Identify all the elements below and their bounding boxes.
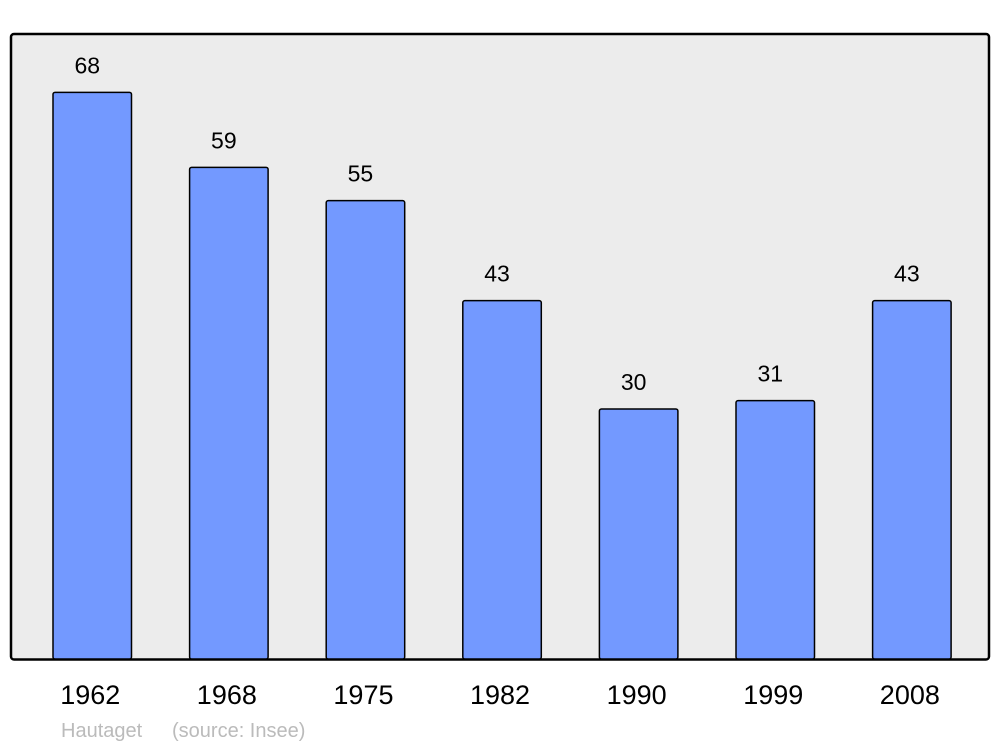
x-tick-label-1999: 1999 (743, 680, 803, 710)
data-label-1962: 68 (74, 52, 100, 78)
data-label-2008: 43 (894, 261, 920, 287)
bar-1990 (598, 408, 679, 660)
x-tick-label-1975: 1975 (333, 680, 393, 710)
data-label-1982: 43 (484, 261, 510, 287)
data-label-1990: 30 (621, 369, 647, 395)
data-label-1975: 55 (348, 161, 374, 187)
data-label-1968: 59 (211, 127, 237, 153)
bar-2008 (871, 299, 952, 660)
bar-1982 (462, 299, 543, 660)
bar-1999 (735, 399, 816, 660)
footer-source: (source: Insee) (172, 720, 305, 742)
x-tick-label-1990: 1990 (607, 680, 667, 710)
x-tick-label-2008: 2008 (880, 680, 940, 710)
x-tick-label-1962: 1962 (60, 680, 120, 710)
bar-1975 (325, 199, 406, 660)
footer-place: Hautaget (61, 720, 143, 742)
x-tick-label-1968: 1968 (197, 680, 257, 710)
data-label-1999: 31 (757, 361, 783, 387)
bar-1968 (188, 166, 269, 660)
bar-1962 (52, 91, 133, 660)
x-tick-label-1982: 1982 (470, 680, 530, 710)
